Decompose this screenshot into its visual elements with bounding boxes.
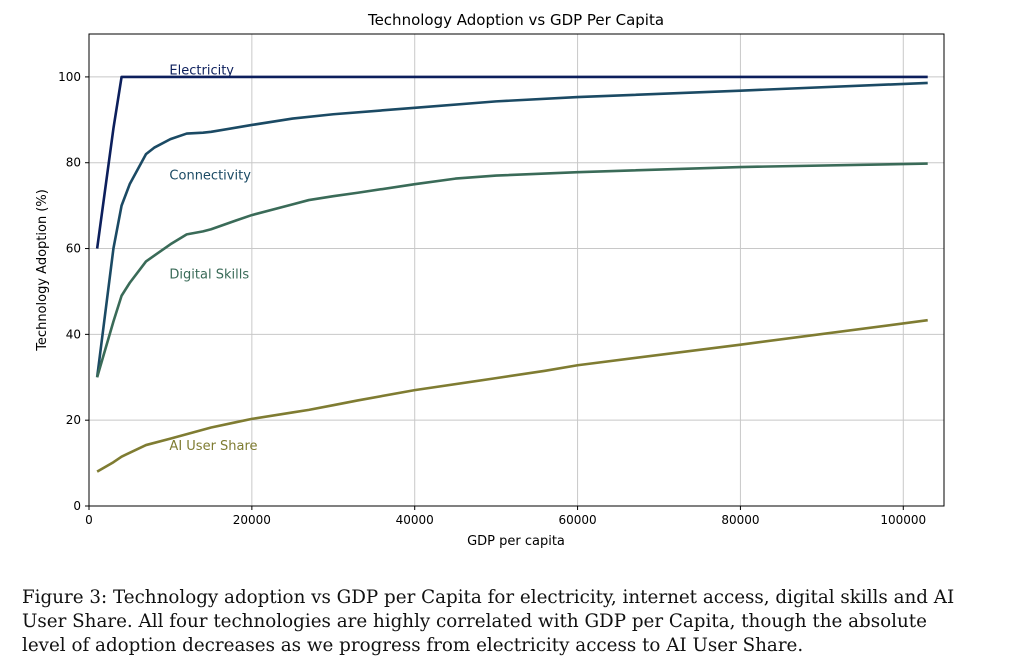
- x-tick-label: 100000: [880, 513, 926, 527]
- y-tick-label: 20: [66, 413, 81, 427]
- series-line-electricity: [95, 75, 928, 249]
- y-tick-label: 40: [66, 327, 81, 341]
- y-tick-label: 80: [66, 156, 81, 170]
- y-tick-label: 100: [58, 70, 81, 84]
- series-line-ai-user-share: [96, 318, 928, 473]
- series-label-electricity: Electricity: [169, 63, 234, 78]
- y-tick-label: 60: [66, 242, 81, 256]
- plot-frame: [88, 33, 945, 507]
- y-axis-label: Technology Adoption (%): [35, 189, 50, 352]
- series-label-ai-user-share: AI User Share: [169, 439, 257, 454]
- figure-caption: Figure 3: Technology adoption vs GDP per…: [22, 587, 955, 656]
- x-tick-label: 20000: [233, 513, 271, 527]
- chart-title: Technology Adoption vs GDP Per Capita: [367, 11, 664, 29]
- series-line-connectivity: [95, 81, 928, 378]
- series-label-connectivity: Connectivity: [169, 169, 251, 184]
- series-label-digital-skills: Digital Skills: [169, 267, 249, 282]
- x-tick-label: 80000: [721, 513, 759, 527]
- chart: Technology Adoption vs GDP Per Capita El…: [35, 11, 945, 549]
- x-tick-label: 60000: [558, 513, 596, 527]
- x-tick-label: 40000: [396, 513, 434, 527]
- series-line-digital-skills: [95, 162, 928, 378]
- x-tick-label: 0: [85, 513, 93, 527]
- x-axis-label: GDP per capita: [467, 534, 565, 549]
- y-tick-label: 0: [73, 499, 81, 513]
